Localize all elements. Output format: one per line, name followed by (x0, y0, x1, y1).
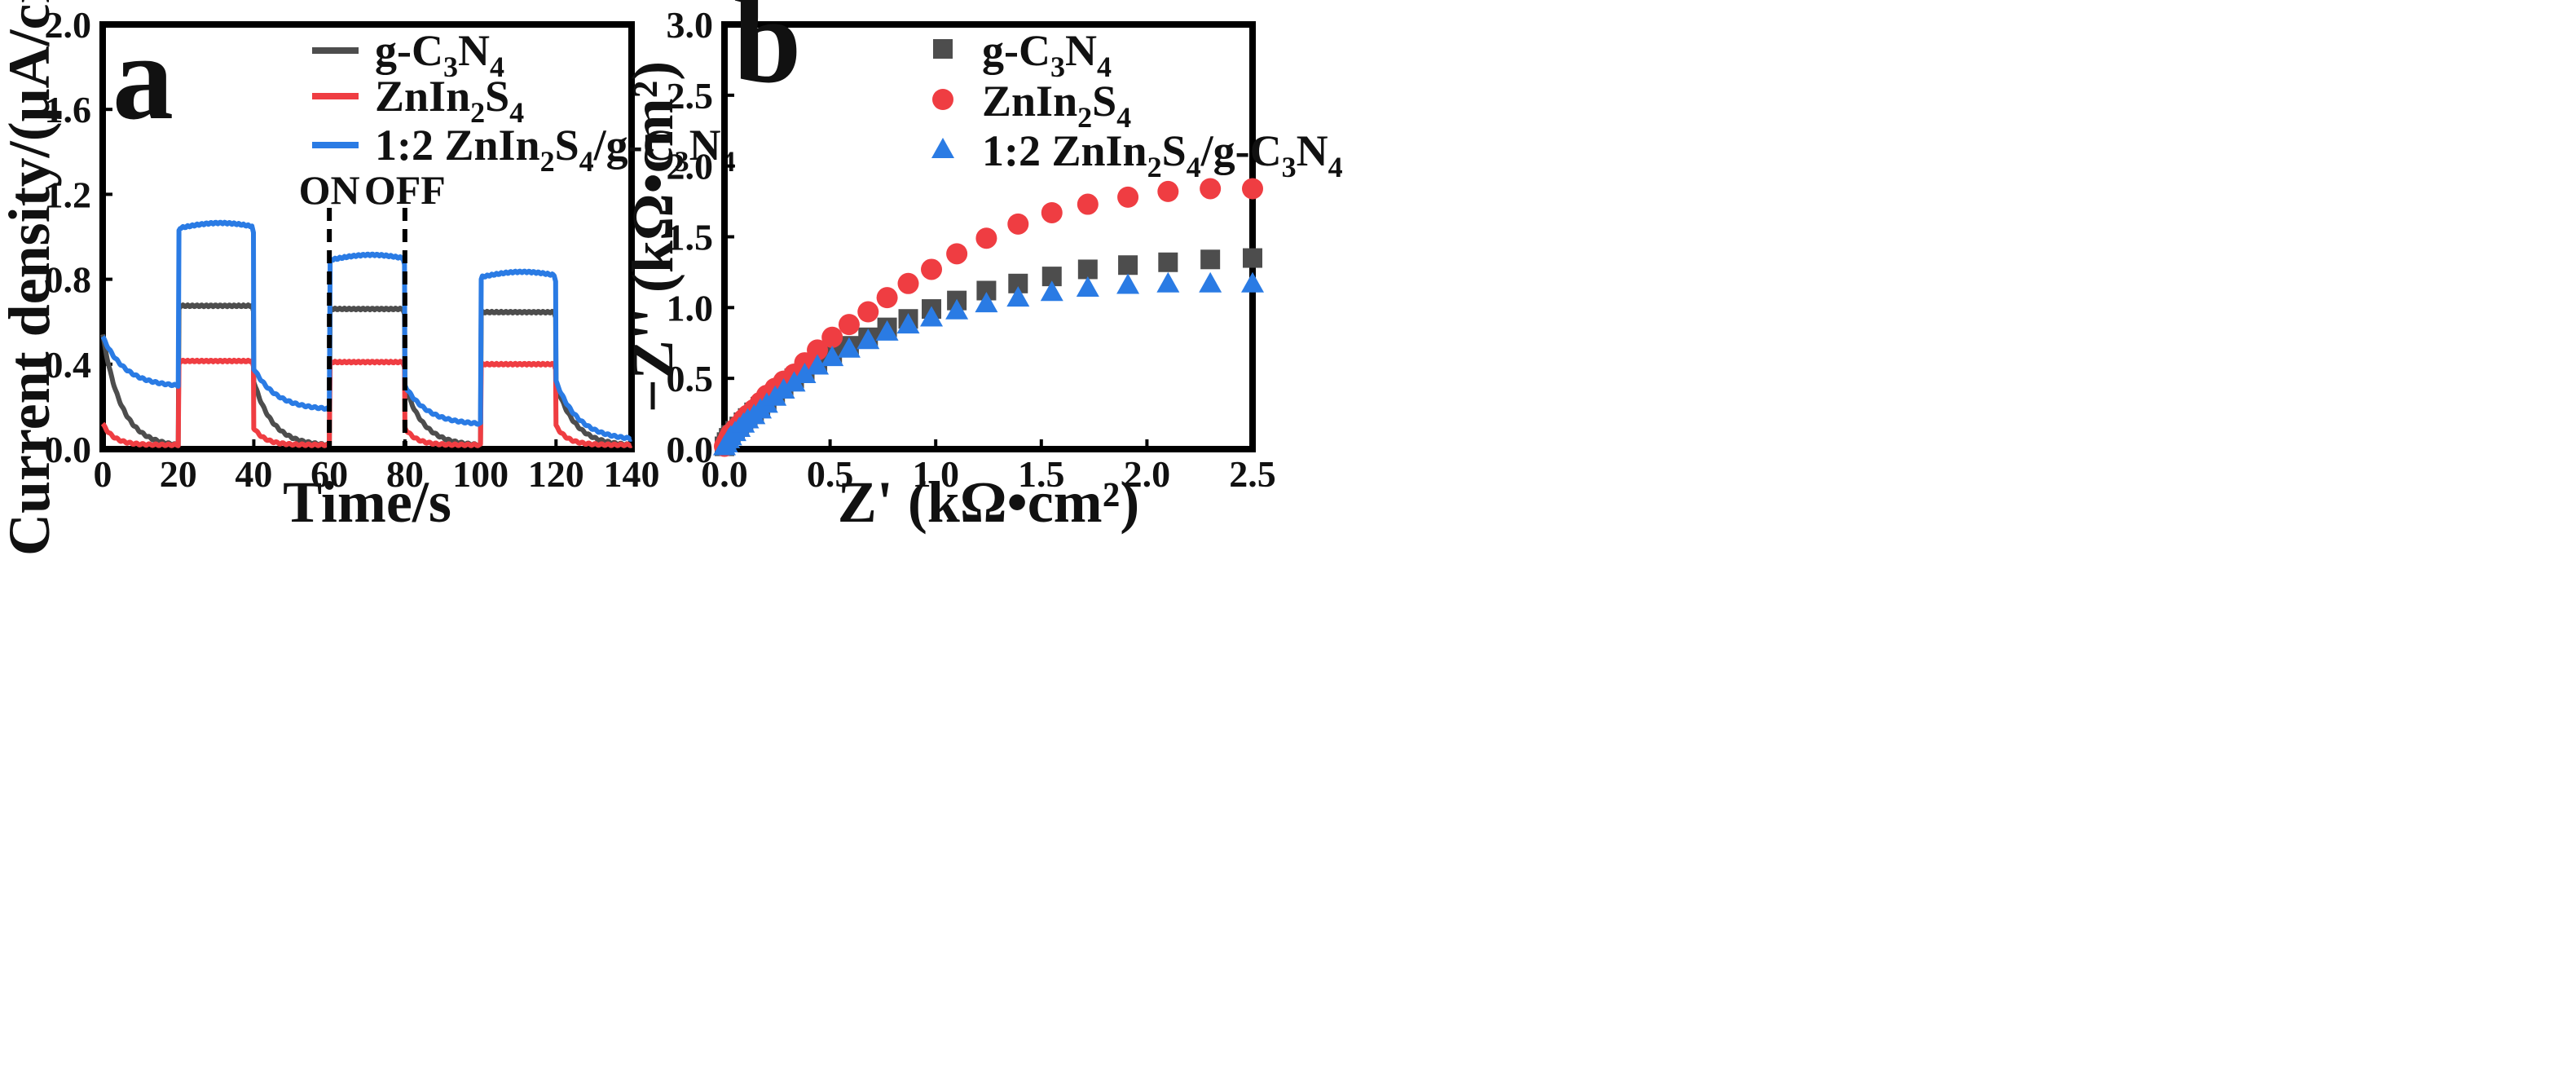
y-tick-label: 2.5 (667, 75, 714, 117)
y-tick-label: 0.5 (667, 358, 714, 399)
y-tick-label: 0.4 (45, 344, 92, 386)
data-point (945, 298, 969, 320)
data-point (876, 287, 898, 309)
data-point (782, 371, 806, 392)
x-tick-label: 2.0 (1124, 453, 1171, 495)
y-tick-label: 1.2 (45, 174, 92, 215)
data-point (807, 339, 829, 361)
data-point (875, 320, 899, 341)
data-point (897, 272, 919, 294)
y-tick-label: 3.0 (667, 4, 714, 46)
data-point (1077, 193, 1099, 215)
x-tick-label: 0 (94, 453, 112, 495)
data-point (1199, 271, 1222, 293)
x-tick-label: 60 (310, 453, 348, 495)
data-point (856, 328, 880, 350)
legend-swatch (931, 138, 954, 158)
y-tick-label: 0.8 (45, 259, 92, 301)
series-gC3N4 (715, 248, 1262, 456)
legend-label: g-C3N4 (375, 26, 504, 83)
data-point (821, 346, 844, 367)
data-point (1006, 286, 1030, 307)
panel-letter: a (112, 10, 174, 145)
legend-swatch (933, 39, 953, 59)
legend-label: 1:2 ZnIn2S4/g-C3N4 (982, 126, 1343, 183)
data-point (1040, 280, 1063, 302)
panel-a-chart: 0 20 40 60 80 100 120 1400.00.40.81.21.62.0Time… (0, 0, 736, 556)
x-tick-label: 1.0 (912, 453, 959, 495)
data-point (1200, 178, 1222, 200)
x-tick-label: 100 (452, 453, 509, 495)
annotation-label: ON (299, 167, 360, 213)
data-point (896, 313, 920, 334)
series-line-composite (100, 219, 633, 442)
x-axis-title: Z' (kΩ•cm²) (838, 470, 1139, 535)
series-ZnIn2S4 (714, 178, 1263, 457)
data-point (857, 301, 879, 323)
data-point (1077, 259, 1098, 280)
series-line-gC3N4 (100, 302, 633, 448)
data-point (838, 314, 860, 336)
panel-a-frame (99, 21, 635, 452)
data-point (1116, 273, 1140, 294)
x-tick-label: 2.5 (1229, 453, 1276, 495)
legend-swatch (932, 89, 953, 110)
data-point (1200, 249, 1221, 270)
y-tick-label: 2.0 (667, 146, 714, 187)
data-point (1118, 255, 1138, 276)
panel-letter: b (733, 0, 801, 108)
data-point (1243, 248, 1262, 268)
x-tick-label: 0.0 (701, 453, 748, 495)
data-point (806, 354, 830, 375)
y-tick-label: 1.6 (45, 89, 92, 130)
y-axis-title: −Z'' (kΩ•cm²) (620, 61, 685, 412)
series-line-ZnIn2S4 (100, 357, 633, 448)
x-tick-label: 1.5 (1018, 453, 1065, 495)
data-point (1076, 276, 1099, 298)
y-tick-label: 2.0 (45, 4, 92, 46)
data-point (1157, 180, 1179, 202)
y-tick-label: 1.5 (667, 217, 714, 258)
legend-label: 1:2 ZnIn2S4/g-C3N4 (375, 121, 736, 178)
legend-label: ZnIn2S4 (375, 72, 524, 129)
panel-b-chart: 0.0 0.5 1.0 1.5 2.0 2.5 0.0 0.5 1.0 1.5 2.0 2.5 3.0 Z… (620, 0, 1343, 535)
data-point (1158, 252, 1178, 272)
data-point (975, 292, 998, 313)
y-tick-label: 0.0 (45, 429, 92, 470)
legend-label: ZnIn2S4 (982, 77, 1131, 134)
data-point (837, 337, 861, 358)
data-point (946, 243, 968, 265)
data-point (1117, 186, 1139, 208)
data-point (921, 258, 943, 280)
x-tick-label: 80 (386, 453, 424, 495)
data-point (1241, 271, 1264, 293)
series-composite (713, 271, 1264, 456)
x-tick-label: 20 (160, 453, 197, 495)
x-tick-label: 120 (528, 453, 584, 495)
legend-label: g-C3N4 (982, 26, 1112, 83)
y-tick-label: 1.0 (667, 287, 714, 328)
data-point (821, 326, 843, 348)
data-point (1041, 201, 1063, 223)
data-point (920, 306, 944, 327)
y-axis-title: Current density/(μA/cm²) (0, 0, 62, 556)
annotation-label: OFF (364, 167, 446, 213)
x-tick-label: 40 (235, 453, 272, 495)
data-point (1007, 213, 1029, 235)
data-point (1156, 271, 1180, 293)
data-point (975, 227, 997, 249)
y-tick-label: 0.0 (667, 429, 714, 470)
x-axis-title: Time/s (283, 470, 451, 535)
x-tick-label: 140 (604, 453, 660, 495)
data-point (1242, 178, 1263, 200)
data-point (772, 378, 795, 399)
x-tick-label: 0.5 (807, 453, 854, 495)
data-point (793, 362, 817, 383)
